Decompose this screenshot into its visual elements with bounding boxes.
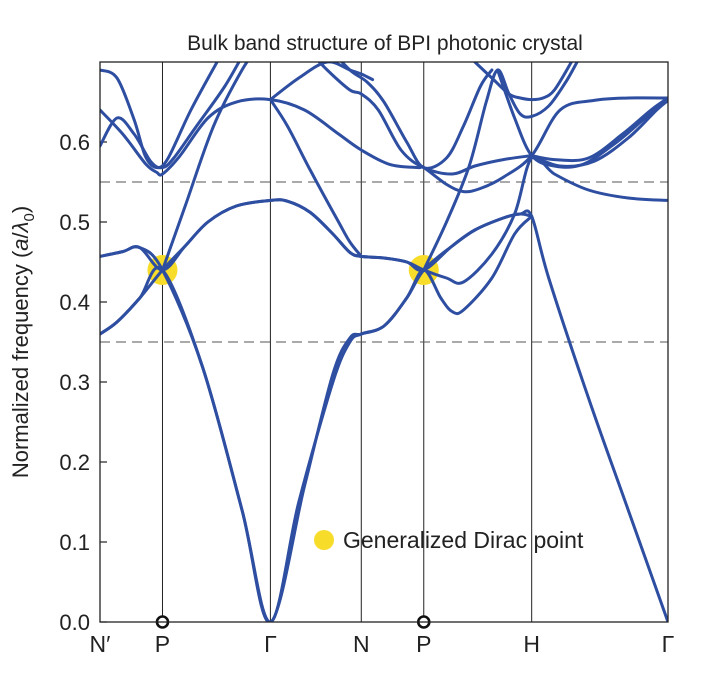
plot-frame — [99, 61, 669, 623]
band-7 — [100, 62, 219, 170]
y-axis-label-suffix: ) — [8, 206, 33, 213]
band-gap-lines — [100, 181, 668, 343]
band-17 — [530, 98, 668, 168]
band-14 — [473, 62, 573, 102]
legend: Generalized Dirac point — [314, 527, 584, 553]
y-tick-label: 0.3 — [59, 370, 90, 395]
band-3 — [100, 155, 668, 285]
y-tick-label: 0.0 — [59, 610, 90, 635]
y-tick-label: 0.6 — [59, 130, 90, 155]
x-tick-label: P — [416, 631, 431, 657]
band-9 — [268, 62, 375, 102]
y-ticks: 0.0 0.1 0.2 0.3 0.4 0.5 0.6 — [59, 130, 107, 635]
x-ticks: N′ P Γ N P H Γ — [90, 631, 675, 657]
band-11 — [317, 62, 534, 176]
y-axis-label-var: a — [8, 238, 33, 250]
chart-title: Bulk band structure of BPI photonic crys… — [187, 32, 583, 55]
y-tick-label: 0.4 — [59, 290, 90, 315]
x-tick-label: P — [155, 631, 170, 657]
x-tick-label: N — [353, 631, 370, 657]
band-12 — [339, 62, 494, 170]
y-axis-label-lambda: λ — [8, 222, 33, 234]
y-axis-label: Normalized frequency (a/λ0) — [8, 206, 38, 478]
y-tick-label: 0.5 — [59, 210, 90, 235]
band-4 — [100, 198, 534, 336]
legend-label: Generalized Dirac point — [343, 527, 584, 553]
x-tick-label: N′ — [90, 631, 111, 657]
band-5 — [100, 96, 668, 194]
y-tick-label: 0.2 — [59, 450, 90, 475]
band-curves — [100, 62, 668, 622]
band-8 — [161, 62, 249, 272]
x-tick-label: H — [523, 631, 540, 657]
y-axis-label-slash: / — [8, 231, 33, 238]
x-tick-label: Γ — [662, 631, 675, 657]
band-1 — [100, 209, 668, 622]
band-16 — [530, 96, 668, 163]
band-2 — [100, 214, 534, 622]
band-10 — [268, 98, 363, 258]
y-axis-label-sub: 0 — [21, 213, 38, 221]
legend-dirac-marker — [314, 530, 334, 550]
y-axis-label-prefix: Normalized frequency ( — [8, 250, 33, 478]
x-tick-label: Γ — [264, 631, 277, 657]
y-tick-label: 0.1 — [59, 530, 90, 555]
